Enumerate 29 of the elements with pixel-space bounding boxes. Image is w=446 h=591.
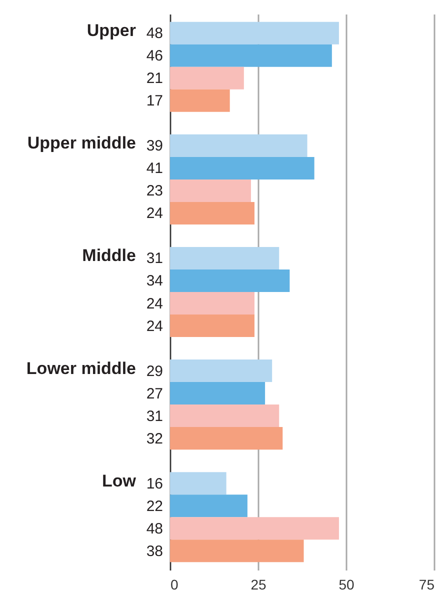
data-label: 31 [146,408,163,425]
x-tick-label: 75 [418,576,435,591]
data-label: 34 [146,272,163,290]
data-label: 32 [146,430,163,448]
y-tick-label: Middle [82,246,136,266]
x-tick-label: 0 [170,576,178,591]
data-label: 24 [146,205,163,222]
data-label: 41 [146,160,163,178]
y-tick-label: Low [102,471,137,490]
data-label: 24 [146,295,163,312]
y-tick-label: Upper [86,21,136,40]
y-tick-label: Lower middle [26,358,136,378]
data-label: 48 [146,520,163,538]
data-label: 46 [146,48,163,65]
data-label: 27 [146,385,163,402]
data-label: 48 [146,25,163,42]
y-tick-label: Upper middle [27,134,136,153]
data-label: 39 [146,138,163,155]
data-label: 16 [146,475,163,492]
data-label: 29 [146,362,163,380]
data-label: 21 [146,70,163,88]
data-label: 24 [146,318,163,335]
data-label: 23 [146,182,163,200]
x-tick-label: 25 [250,576,266,591]
data-label: 17 [146,92,163,110]
data-label: 22 [146,498,163,515]
data-label: 31 [146,250,163,268]
data-label: 38 [146,542,163,560]
x-tick-label: 50 [338,576,354,591]
